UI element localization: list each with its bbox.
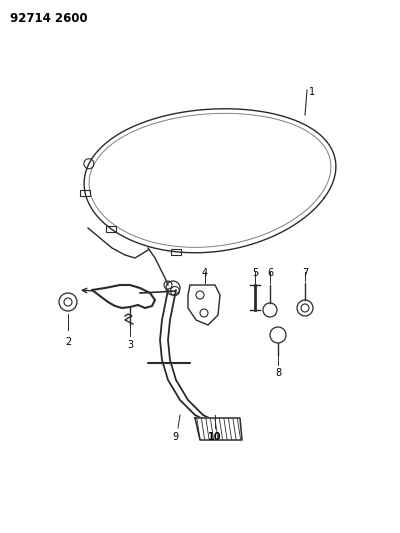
Text: 8: 8 — [275, 368, 281, 378]
Bar — [171, 249, 181, 255]
Text: 9: 9 — [172, 432, 178, 442]
Bar — [106, 226, 116, 232]
Text: 10: 10 — [208, 432, 222, 442]
Text: 2: 2 — [65, 337, 71, 347]
Text: 3: 3 — [127, 340, 133, 350]
Text: 7: 7 — [302, 268, 308, 278]
Text: 4: 4 — [202, 268, 208, 278]
Bar — [80, 190, 90, 196]
Text: 1: 1 — [309, 87, 315, 97]
Text: 5: 5 — [252, 268, 258, 278]
Text: 92714 2600: 92714 2600 — [10, 12, 88, 25]
Text: 6: 6 — [267, 268, 273, 278]
Polygon shape — [195, 418, 242, 440]
